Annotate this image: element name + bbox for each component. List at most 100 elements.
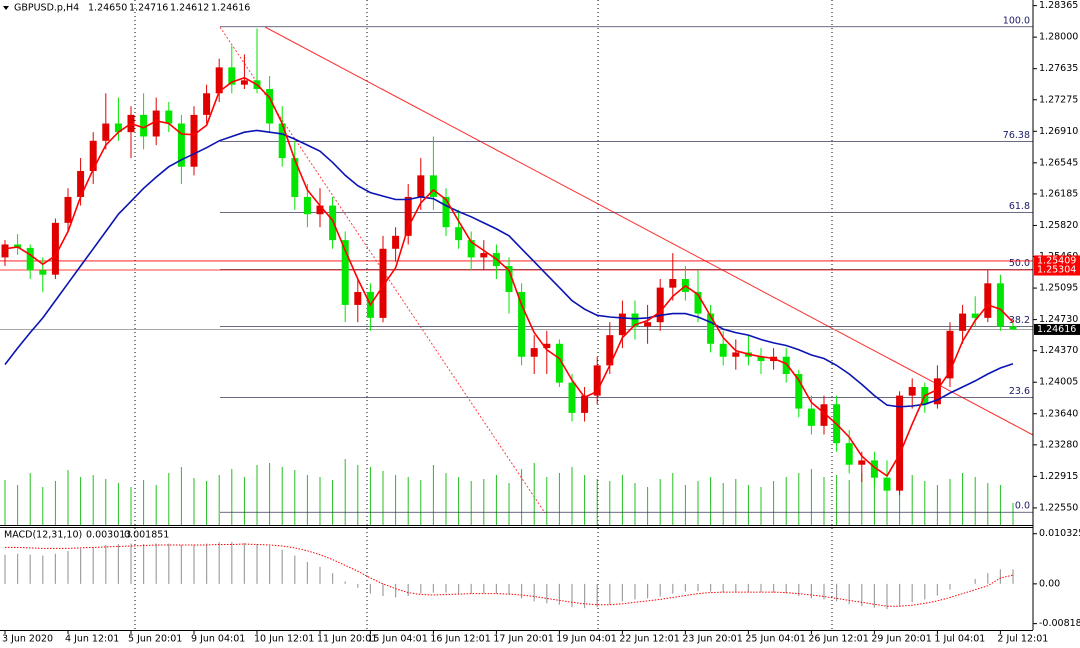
candle-body bbox=[89, 140, 97, 172]
candle-body bbox=[203, 93, 211, 115]
candle-body bbox=[177, 123, 185, 167]
candle-body bbox=[757, 356, 765, 362]
y-tick-label: 1.26910 bbox=[1039, 126, 1078, 137]
candle-body bbox=[555, 343, 563, 383]
candle-body bbox=[152, 110, 160, 137]
x-tick-label: 25 Jun 04:01 bbox=[745, 634, 805, 645]
header-open: 1.24650 bbox=[88, 3, 127, 14]
candle-body bbox=[442, 196, 450, 228]
fib-level-label: 0.0 bbox=[1015, 501, 1030, 512]
macd-y-tick-label: 0.00 bbox=[1039, 578, 1060, 589]
candle-body bbox=[14, 244, 22, 248]
fib-level-label: 76.38 bbox=[1003, 130, 1030, 141]
candle-body bbox=[933, 378, 941, 405]
candle-body bbox=[959, 313, 967, 331]
candle-body bbox=[39, 270, 47, 275]
x-tick-label: 1 Jul 04:01 bbox=[934, 634, 985, 645]
candle-body bbox=[455, 227, 463, 241]
candle-body bbox=[379, 248, 387, 318]
x-tick-label: 23 Jun 20:01 bbox=[682, 634, 742, 645]
y-tick-label: 1.22915 bbox=[1039, 471, 1078, 482]
candle-body bbox=[996, 283, 1004, 327]
candle-body bbox=[669, 279, 677, 288]
x-tick-label: 9 Jun 04:01 bbox=[191, 634, 245, 645]
candle-body bbox=[240, 80, 248, 85]
symbol-title: GBPUSD.p,H4 bbox=[14, 3, 79, 14]
x-tick-label: 2 Jul 12:01 bbox=[997, 634, 1048, 645]
candle-body bbox=[404, 196, 412, 236]
candle-body bbox=[656, 287, 664, 323]
x-tick-label: 4 Jun 12:01 bbox=[65, 634, 119, 645]
candle-body bbox=[795, 374, 803, 409]
candle-body bbox=[102, 123, 110, 141]
fib-level-label: 38.2 bbox=[1009, 315, 1030, 326]
y-tick-label: 1.22550 bbox=[1039, 502, 1078, 513]
header-high: 1.24716 bbox=[129, 3, 168, 14]
y-tick-label: 1.23640 bbox=[1039, 408, 1078, 419]
candle-body bbox=[480, 253, 488, 258]
candle-body bbox=[568, 382, 576, 413]
fib-level-label: 61.8 bbox=[1009, 201, 1030, 212]
price-tag bbox=[1034, 323, 1080, 335]
y-tick-label: 1.28365 bbox=[1039, 0, 1078, 11]
ma-slow bbox=[4, 129, 1014, 408]
y-tick-label: 1.25820 bbox=[1039, 220, 1078, 231]
price-tag bbox=[1034, 255, 1080, 267]
candle-body bbox=[644, 322, 652, 327]
candle-body bbox=[870, 460, 878, 478]
price-tag-label: 1.25304 bbox=[1037, 265, 1076, 276]
candle-body bbox=[190, 114, 198, 167]
x-tick-label: 11 Jun 20:01 bbox=[317, 634, 377, 645]
macd-y-tick-label: -0.008188 bbox=[1039, 618, 1080, 629]
candle-body bbox=[341, 240, 349, 305]
y-tick-label: 1.28000 bbox=[1039, 32, 1078, 43]
candle-body bbox=[908, 386, 916, 396]
x-tick-label: 16 Jun 12:01 bbox=[430, 634, 490, 645]
x-tick-label: 26 Jun 12:01 bbox=[808, 634, 868, 645]
x-tick-label: 10 Jun 12:01 bbox=[254, 634, 314, 645]
y-tick-label: 1.26185 bbox=[1039, 188, 1078, 199]
x-tick-label: 17 Jun 20:01 bbox=[493, 634, 553, 645]
candle-body bbox=[303, 196, 311, 215]
candle-body bbox=[505, 266, 513, 292]
menu-arrow[interactable] bbox=[3, 6, 9, 10]
y-tick-label: 1.26545 bbox=[1039, 157, 1078, 168]
candle-body bbox=[732, 352, 740, 357]
ma-fast bbox=[4, 76, 1014, 478]
fib-level-label: 23.6 bbox=[1009, 386, 1030, 397]
fib-level-label: 50.0 bbox=[1009, 258, 1030, 269]
candle-body bbox=[51, 222, 59, 275]
candle-body bbox=[782, 356, 790, 375]
candle-body bbox=[467, 240, 475, 258]
candle-body bbox=[581, 395, 589, 413]
macd-title: MACD(12,31,10) bbox=[4, 530, 82, 541]
y-tick-label: 1.27275 bbox=[1039, 94, 1078, 105]
y-tick-label: 1.25095 bbox=[1039, 283, 1078, 294]
macd-signal-value: 0.001851 bbox=[124, 530, 169, 541]
candle-body bbox=[392, 235, 400, 249]
header-close: 1.24616 bbox=[211, 3, 250, 14]
candle-body bbox=[140, 114, 148, 137]
x-tick-label: 29 Jun 20:01 bbox=[871, 634, 931, 645]
price-tag-label: 1.25409 bbox=[1037, 255, 1076, 266]
candle-body bbox=[618, 313, 626, 336]
candle-body bbox=[971, 313, 979, 318]
candle-body bbox=[1009, 326, 1017, 330]
candle-body bbox=[858, 460, 866, 465]
candle-body bbox=[77, 171, 85, 197]
candle-body bbox=[266, 88, 274, 124]
candle-body bbox=[631, 313, 639, 327]
x-tick-label: 3 Jun 2020 bbox=[2, 634, 53, 645]
candle-body bbox=[165, 110, 173, 124]
candle-body bbox=[215, 67, 223, 94]
price-tag bbox=[1034, 264, 1080, 276]
y-tick-label: 1.23280 bbox=[1039, 439, 1078, 450]
candle-body bbox=[429, 175, 437, 197]
candle-body bbox=[543, 343, 551, 349]
candle-body bbox=[114, 123, 122, 133]
candle-body bbox=[946, 330, 954, 379]
x-tick-label: 22 Jun 12:01 bbox=[619, 634, 679, 645]
candle-body bbox=[707, 313, 715, 344]
